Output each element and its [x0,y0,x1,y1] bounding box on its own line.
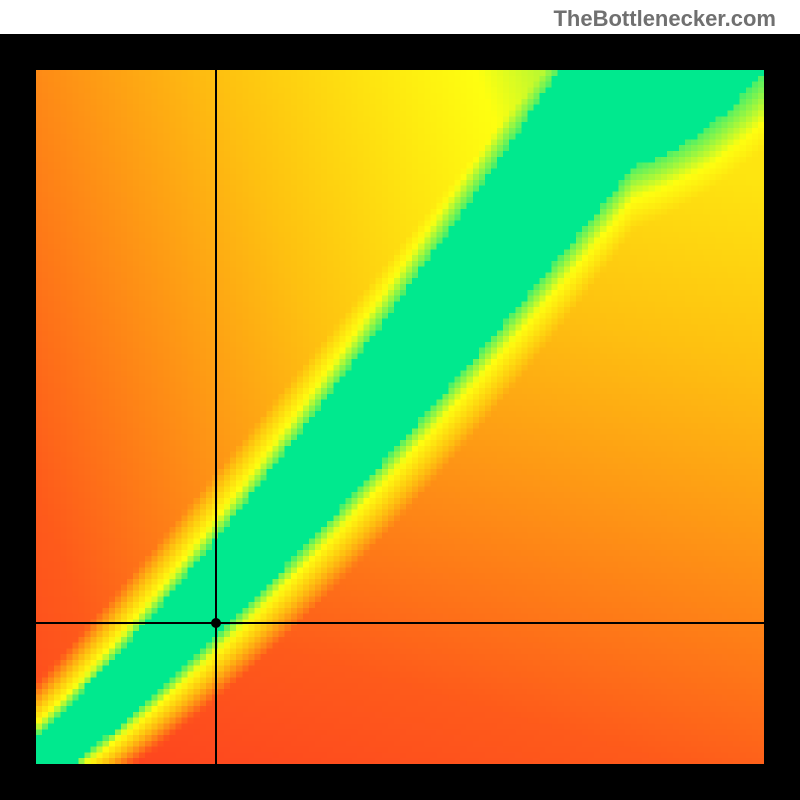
chart-container: TheBottlenecker.com [0,0,800,800]
frame-border [0,764,800,800]
selection-marker[interactable] [211,618,221,628]
crosshair-horizontal [36,622,764,624]
frame-border [0,34,800,70]
bottleneck-heatmap [36,70,764,764]
crosshair-vertical [215,70,217,764]
attribution-text: TheBottlenecker.com [553,6,776,32]
frame-border [0,34,36,800]
frame-border [764,34,800,800]
